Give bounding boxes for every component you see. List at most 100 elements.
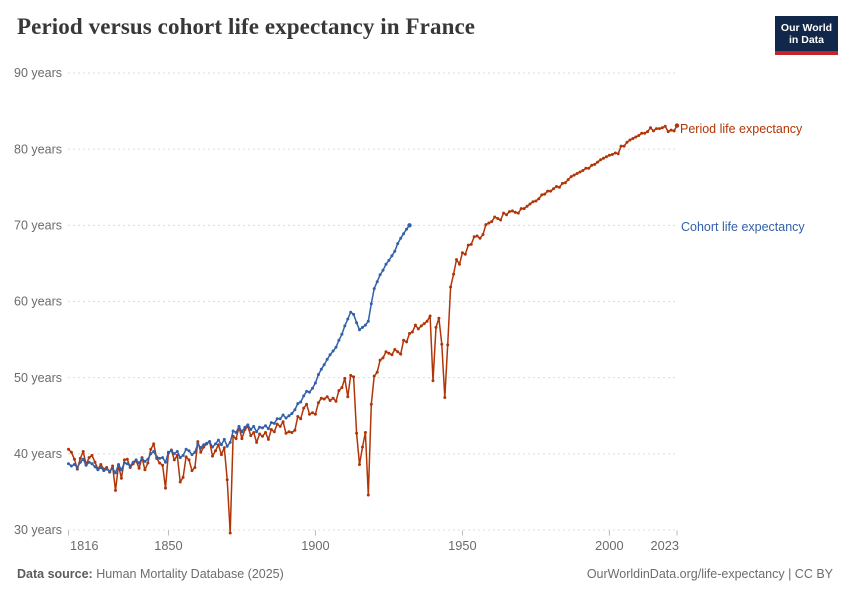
period-point-1923 — [381, 356, 385, 360]
period-point-1977 — [540, 193, 544, 197]
period-point-1832 — [114, 488, 117, 492]
period-point-1913 — [352, 375, 356, 379]
period-point-1865 — [211, 454, 214, 458]
period-point-1943 — [440, 342, 444, 346]
period-point-1844 — [149, 447, 153, 451]
period-point-2014 — [649, 126, 652, 130]
cohort-point-1909 — [340, 332, 344, 336]
period-point-1901 — [316, 401, 320, 405]
cohort-point-1908 — [337, 338, 341, 342]
period-point-1942 — [437, 316, 441, 320]
period-point-1919 — [369, 402, 373, 406]
cohort-line[interactable] — [67, 224, 411, 474]
period-line[interactable] — [67, 124, 678, 534]
period-point-1958 — [484, 223, 488, 227]
period-point-1894 — [296, 415, 300, 418]
cohort-point-1878 — [249, 428, 253, 431]
cohort-point-1869 — [222, 437, 226, 441]
cohort-point-1826 — [96, 468, 100, 472]
cohort-point-1829 — [105, 467, 109, 471]
owid-logo-redbar — [775, 51, 838, 55]
cohort-point-1904 — [325, 357, 329, 361]
period-point-1972 — [525, 204, 529, 208]
data-source-note: Data source: Human Mortality Database (2… — [17, 567, 284, 581]
cohort-point-1884 — [266, 427, 270, 431]
period-point-1871 — [228, 531, 232, 535]
cohort-point-1865 — [211, 445, 214, 449]
period-point-2004 — [619, 144, 623, 148]
cohort-point-1848 — [161, 456, 165, 460]
credit-link[interactable]: OurWorldinData.org/life-expectancy | CC … — [586, 567, 833, 581]
cohort-point-1893 — [293, 408, 297, 412]
period-point-1951 — [463, 252, 467, 256]
cohort-point-1926 — [390, 254, 394, 258]
cohort-point-1922 — [378, 273, 382, 277]
period-point-1992 — [584, 166, 588, 170]
period-point-1889 — [281, 420, 285, 424]
period-point-1906 — [331, 396, 335, 400]
cohort-point-1854 — [178, 456, 182, 460]
period-point-1944 — [443, 396, 447, 399]
series-label-cohort[interactable]: Cohort life expectancy — [681, 220, 805, 234]
period-point-1891 — [287, 430, 291, 434]
period-point-1916 — [361, 445, 364, 449]
period-point-1904 — [325, 395, 329, 399]
cohort-point-1881 — [258, 425, 262, 429]
period-point-1927 — [393, 348, 397, 351]
period-point-1995 — [593, 162, 597, 166]
cohort-point-1868 — [219, 443, 223, 447]
period-point-1950 — [460, 251, 464, 255]
cohort-point-1866 — [214, 442, 217, 446]
y-tick-label-60: 60 years — [14, 295, 62, 309]
period-point-1980 — [549, 189, 553, 193]
series-label-period[interactable]: Period life expectancy — [680, 122, 803, 136]
cohort-point-1883 — [264, 424, 267, 428]
cohort-point-1860 — [196, 442, 200, 446]
period-point-1952 — [466, 243, 470, 247]
period-point-1856 — [184, 455, 188, 459]
period-point-1935 — [416, 327, 420, 331]
cohort-point-1896 — [302, 394, 306, 398]
cohort-point-1828 — [102, 469, 106, 473]
period-point-1881 — [258, 432, 262, 436]
period-point-1914 — [355, 431, 359, 435]
period-point-2002 — [613, 151, 617, 155]
period-point-1882 — [261, 434, 264, 438]
period-point-1925 — [387, 351, 391, 355]
cohort-point-1835 — [122, 461, 126, 465]
period-point-1859 — [193, 466, 197, 469]
cohort-point-1916 — [361, 325, 364, 329]
period-point-1948 — [455, 258, 458, 262]
period-point-1996 — [596, 160, 600, 164]
x-tick-label-1900: 1900 — [301, 538, 329, 553]
cohort-point-1912 — [349, 310, 353, 314]
cohort-point-1930 — [402, 232, 406, 236]
period-point-2019 — [663, 124, 667, 128]
cohort-point-1888 — [278, 417, 282, 421]
cohort-point-1879 — [252, 424, 256, 428]
period-point-1931 — [405, 340, 409, 344]
cohort-point-1929 — [399, 236, 403, 240]
period-point-2021 — [669, 128, 673, 132]
period-point-1930 — [402, 338, 406, 342]
period-point-2022 — [672, 129, 676, 133]
cohort-point-1924 — [384, 262, 388, 266]
period-point-1961 — [493, 215, 497, 219]
cohort-point-1932 — [407, 223, 412, 228]
cohort-point-1818 — [72, 463, 76, 466]
period-point-2017 — [657, 127, 661, 131]
owid-logo[interactable]: Our World in Data — [775, 16, 838, 55]
period-point-1884 — [266, 437, 270, 441]
period-point-1870 — [225, 478, 229, 482]
y-tick-label-40: 40 years — [14, 447, 62, 461]
period-point-1880 — [255, 440, 259, 444]
cohort-point-1902 — [319, 367, 323, 371]
period-point-1903 — [322, 397, 326, 401]
cohort-point-1824 — [90, 462, 94, 466]
cohort-point-1876 — [243, 425, 247, 429]
period-point-1855 — [181, 475, 185, 479]
cohort-point-1855 — [181, 453, 185, 457]
period-point-1840 — [137, 466, 141, 470]
cohort-point-1898 — [308, 390, 311, 394]
period-point-1926 — [390, 353, 394, 357]
